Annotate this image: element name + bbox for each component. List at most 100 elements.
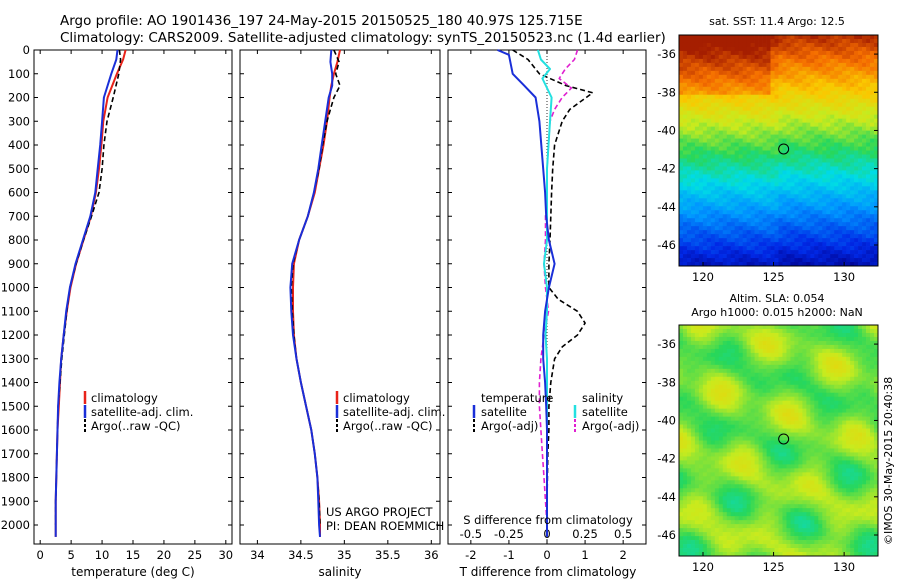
map-cell bbox=[842, 130, 847, 135]
map-cell bbox=[774, 222, 779, 227]
map-cell bbox=[870, 214, 875, 219]
map-cell bbox=[734, 174, 740, 179]
map-cell bbox=[774, 420, 779, 425]
map-cell bbox=[738, 50, 744, 56]
map-cell bbox=[762, 364, 767, 370]
map-cell bbox=[754, 364, 759, 370]
map-cell bbox=[686, 190, 692, 195]
map-cell bbox=[778, 384, 783, 390]
map-cell bbox=[866, 198, 871, 203]
map-cell bbox=[866, 396, 871, 402]
map-cell bbox=[694, 210, 700, 215]
map-cell bbox=[766, 344, 771, 350]
x-tick-label-top: -0.25 bbox=[494, 527, 524, 541]
map-cell bbox=[726, 468, 732, 473]
map-cell bbox=[758, 202, 763, 207]
map-cell bbox=[706, 98, 712, 104]
map-cell bbox=[750, 38, 755, 44]
map-cell bbox=[722, 146, 728, 151]
map-cell bbox=[734, 158, 740, 163]
map-cell bbox=[806, 54, 811, 60]
map-cell bbox=[682, 126, 688, 131]
map-cell bbox=[854, 182, 859, 187]
map-cell bbox=[786, 384, 791, 390]
map-cell bbox=[679, 54, 684, 60]
map-cell bbox=[726, 368, 732, 374]
x-tick-label: 2 bbox=[619, 548, 626, 562]
map-cell bbox=[826, 142, 831, 147]
map-cell bbox=[706, 250, 712, 255]
map-cell bbox=[778, 102, 783, 108]
map-cell bbox=[710, 202, 716, 207]
map-cell bbox=[830, 464, 835, 469]
map-cell bbox=[870, 460, 875, 465]
map-cell bbox=[714, 146, 720, 151]
map-cell bbox=[746, 242, 751, 247]
map-cell bbox=[794, 94, 799, 100]
map-cell bbox=[854, 166, 859, 171]
map-cell bbox=[686, 170, 692, 175]
map-cell bbox=[766, 262, 771, 267]
map-cell bbox=[834, 230, 839, 235]
map-cell bbox=[754, 54, 759, 60]
map-cell bbox=[874, 182, 879, 187]
map-cell bbox=[818, 178, 823, 183]
map-cell bbox=[714, 348, 720, 354]
map-cell bbox=[690, 50, 696, 56]
map-cell bbox=[774, 234, 779, 239]
map-cell bbox=[714, 106, 720, 112]
map-cell bbox=[858, 162, 863, 167]
map-cell bbox=[694, 328, 700, 334]
map-cell bbox=[738, 82, 744, 88]
map-cell bbox=[766, 250, 771, 255]
map-cell bbox=[854, 202, 859, 207]
map-cell bbox=[758, 54, 763, 60]
map-cell bbox=[698, 35, 704, 40]
map-cell bbox=[818, 328, 823, 334]
map-cell bbox=[722, 158, 728, 163]
map-cell bbox=[822, 460, 827, 465]
map-cell bbox=[798, 138, 803, 143]
map-cell bbox=[786, 262, 791, 267]
map-cell bbox=[710, 170, 716, 175]
map-cell bbox=[690, 230, 696, 235]
map-cell bbox=[786, 424, 791, 429]
map-cell bbox=[830, 82, 835, 88]
map-cell bbox=[798, 384, 803, 390]
map-cell bbox=[786, 166, 791, 171]
map-cell bbox=[754, 134, 759, 139]
map-cell bbox=[770, 50, 775, 56]
map-cell bbox=[686, 262, 692, 267]
map-cell bbox=[762, 340, 767, 346]
map-cell bbox=[762, 62, 767, 68]
map-cell bbox=[858, 178, 863, 183]
map-cell bbox=[679, 66, 684, 72]
map-cell bbox=[846, 138, 851, 143]
map-cell bbox=[714, 392, 720, 398]
map-cell bbox=[786, 118, 791, 123]
map-cell bbox=[818, 412, 823, 417]
map-cell bbox=[742, 468, 748, 473]
map-cell bbox=[766, 78, 771, 84]
map-cell bbox=[714, 380, 720, 386]
map-cell bbox=[842, 54, 847, 60]
map-cell bbox=[846, 98, 851, 104]
map-cell bbox=[794, 344, 799, 350]
map-cell bbox=[738, 440, 744, 445]
map-cell bbox=[798, 412, 803, 417]
map-cell bbox=[730, 94, 736, 100]
map-cell bbox=[738, 230, 744, 235]
map-cell bbox=[786, 336, 791, 342]
map-cell bbox=[746, 190, 751, 195]
map-cell bbox=[686, 384, 692, 390]
map-cell bbox=[718, 194, 724, 199]
map-cell bbox=[762, 126, 767, 131]
map-cell bbox=[766, 456, 771, 461]
map-cell bbox=[714, 456, 720, 461]
map-cell bbox=[766, 348, 771, 354]
map-cell bbox=[858, 210, 863, 215]
map-cell bbox=[826, 150, 831, 155]
map-cell bbox=[810, 154, 815, 159]
map-cell bbox=[810, 368, 815, 374]
